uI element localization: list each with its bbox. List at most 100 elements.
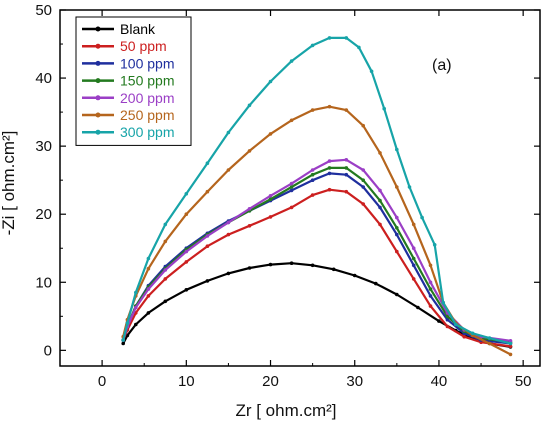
data-point	[310, 193, 315, 197]
data-point	[226, 220, 231, 225]
data-point	[395, 215, 399, 220]
data-point	[344, 166, 349, 170]
data-point	[508, 352, 513, 357]
y-axis-title: -Zi [ ohm.cm²]	[0, 131, 18, 236]
legend-marker	[95, 95, 101, 101]
data-point	[428, 287, 433, 291]
data-point	[289, 188, 294, 193]
data-point	[268, 79, 273, 84]
panel-label: (a)	[432, 57, 452, 74]
data-point	[327, 159, 332, 163]
data-point	[163, 268, 168, 272]
legend-marker	[95, 129, 101, 135]
data-point	[428, 304, 433, 308]
data-point	[374, 281, 378, 286]
data-point	[508, 339, 513, 343]
x-tick-label: 10	[178, 373, 195, 390]
data-point	[382, 106, 387, 111]
data-point	[428, 280, 433, 285]
legend-item: 200 ppm	[82, 90, 174, 106]
data-point	[184, 249, 189, 254]
data-point	[361, 178, 366, 182]
data-point	[121, 338, 125, 342]
x-tick-label: 50	[515, 373, 532, 390]
data-point	[134, 305, 138, 310]
data-point	[395, 232, 399, 237]
data-point	[378, 198, 382, 203]
data-point	[378, 188, 382, 193]
data-point	[125, 321, 130, 325]
data-point	[454, 322, 458, 327]
data-point	[470, 331, 475, 336]
legend-item: Blank	[82, 21, 156, 37]
data-point	[205, 279, 210, 283]
data-point	[310, 168, 315, 172]
data-point	[268, 194, 273, 198]
legend-label: Blank	[120, 21, 156, 37]
data-point	[445, 317, 450, 322]
legend-item: 300 ppm	[82, 124, 174, 140]
data-point	[508, 344, 513, 349]
data-point	[146, 294, 151, 298]
data-point	[226, 168, 231, 172]
data-point	[184, 212, 189, 216]
data-point	[146, 266, 151, 271]
data-point	[289, 118, 294, 123]
data-point	[184, 288, 189, 292]
series-line	[122, 262, 512, 348]
data-point	[411, 246, 416, 250]
data-point	[428, 294, 433, 298]
data-point	[184, 260, 189, 264]
data-point	[310, 263, 315, 268]
data-point	[445, 324, 450, 329]
x-tick-label: 0	[98, 373, 106, 390]
data-point	[327, 36, 332, 40]
y-tick-label: 0	[44, 342, 52, 359]
data-point	[487, 341, 492, 346]
data-point	[289, 185, 294, 189]
data-point	[146, 256, 151, 261]
legend-label: 300 ppm	[120, 124, 174, 140]
data-point	[226, 130, 231, 135]
legend-item: 50 ppm	[82, 38, 167, 54]
data-point	[268, 197, 273, 201]
series-layer	[121, 36, 513, 357]
data-point	[369, 69, 374, 74]
data-point	[289, 181, 294, 186]
y-tick-label: 40	[35, 70, 52, 87]
x-axis-title: Zr [ ohm.cm²]	[235, 401, 336, 420]
data-point	[289, 261, 294, 266]
data-point	[462, 334, 467, 339]
data-point	[327, 166, 332, 170]
data-point	[247, 103, 252, 108]
data-point	[344, 36, 349, 40]
data-point	[289, 205, 294, 210]
data-point	[184, 192, 189, 196]
series-6	[121, 36, 513, 346]
data-point	[331, 267, 336, 272]
data-point	[226, 271, 231, 276]
data-point	[508, 341, 513, 346]
data-point	[416, 305, 420, 310]
data-point	[407, 185, 412, 189]
data-point	[310, 43, 315, 48]
y-tick-label: 30	[35, 138, 52, 155]
data-point	[205, 189, 210, 194]
series-0	[121, 261, 513, 349]
data-point	[163, 277, 168, 281]
data-point	[226, 232, 231, 237]
data-point	[420, 215, 424, 220]
data-point	[378, 222, 382, 227]
data-point	[327, 104, 332, 109]
data-point	[310, 172, 315, 177]
y-tick-label: 50	[35, 2, 52, 19]
data-point	[205, 234, 210, 238]
data-point	[344, 172, 349, 177]
data-point	[344, 158, 349, 162]
data-point	[134, 322, 138, 327]
data-point	[205, 161, 210, 165]
data-point	[361, 123, 366, 128]
